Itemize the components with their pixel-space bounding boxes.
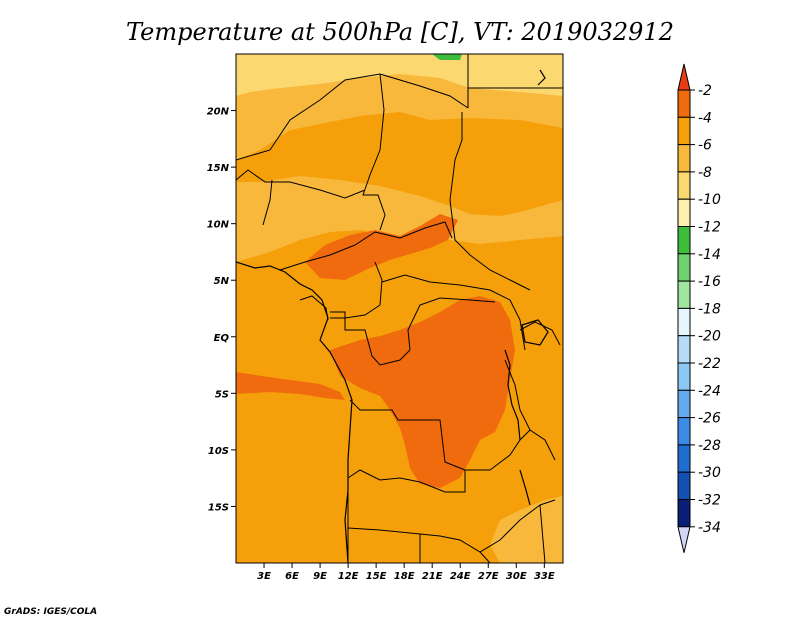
colorbar-box (677, 116, 691, 146)
field-band-pale (236, 54, 563, 96)
map-plot-area (236, 54, 563, 563)
x-tick-label: 9E (313, 571, 327, 582)
country-borders (236, 54, 563, 563)
y-tick-label: 5S (215, 389, 229, 400)
coastlines-lakes (236, 69, 549, 563)
border-line (236, 73, 469, 161)
colorbar-label: -26 (698, 411, 721, 427)
colorbar-box (677, 89, 691, 118)
colorbar-box (677, 280, 691, 309)
colorbar-label: -8 (698, 165, 712, 181)
x-tick-label: 3E (257, 571, 271, 582)
colorbar-box (677, 198, 691, 227)
x-tick-label: 18E (394, 571, 415, 582)
colorbar-label: -20 (698, 329, 721, 345)
x-tick-label: 6E (285, 571, 299, 582)
colorbar-label: -16 (698, 274, 721, 290)
colorbar-label: -30 (698, 465, 721, 481)
lake-outline (504, 349, 521, 441)
x-tick-label: 21E (422, 571, 443, 582)
border-line (504, 359, 556, 461)
x-tick-label: 12E (338, 571, 359, 582)
x-tick-label: 24E (450, 571, 471, 582)
field-band-light-southeast (490, 496, 563, 563)
x-tick-label: 27E (478, 571, 499, 582)
colorbar-label: -12 (698, 220, 721, 236)
border-line (407, 297, 496, 351)
x-axis: 3E 6E 9E 12E 15E 18E 21E 24E 27E 30E 33E (257, 563, 555, 582)
lake-outline (537, 69, 546, 86)
colorbar-box (677, 389, 691, 419)
y-tick-label: 15S (208, 502, 229, 513)
border-line (362, 73, 386, 231)
colorbar-max-triangle (677, 63, 691, 91)
y-axis: 20N 15N 10N 5N EQ 5S 10S 15S (207, 107, 236, 513)
colorbar-label: -18 (698, 301, 721, 317)
border-line (262, 179, 273, 226)
y-tick-label: 5N (214, 276, 230, 287)
y-tick-label: 10S (208, 446, 229, 457)
colorbar-box (677, 253, 691, 282)
colorbar-label: -22 (698, 356, 721, 372)
y-tick-label: 20N (207, 107, 230, 118)
border-line (236, 169, 366, 199)
border-line (347, 399, 466, 528)
field-band-green-spot (432, 54, 462, 60)
colorbar-box (677, 307, 691, 337)
colorbar-label: -10 (698, 192, 721, 208)
map-frame (235, 53, 564, 564)
y-tick-label: EQ (214, 333, 230, 344)
colorbar-box (677, 444, 691, 473)
border-line (539, 504, 546, 563)
border-line (479, 551, 491, 563)
credit-label: GrADS: IGES/COLA (4, 607, 97, 617)
colorbar-label: -34 (698, 520, 721, 536)
x-tick-label: 30E (506, 571, 527, 582)
field-band-dark-central (330, 296, 515, 488)
colorbar-label: -14 (698, 247, 721, 263)
border-line (465, 429, 531, 471)
field-band-mid (236, 176, 563, 262)
colorbar-min-triangle (677, 526, 691, 553)
border-line (330, 311, 411, 366)
colorbar-box (677, 417, 691, 446)
colorbar-box (677, 226, 691, 255)
colorbar-box (677, 171, 691, 200)
y-tick-label: 10N (207, 220, 230, 231)
chart-title: Temperature at 500hPa [C], VT: 201903291… (126, 18, 674, 46)
lake-outline (519, 469, 531, 506)
coast-line (236, 261, 353, 563)
colorbar-box (677, 144, 691, 173)
border-line (449, 112, 531, 291)
colorbar-box (677, 362, 691, 391)
colorbar-box (677, 471, 691, 501)
colorbar-label: -4 (698, 110, 712, 126)
border-line (347, 499, 556, 553)
colorbar-label: -28 (698, 438, 721, 454)
colorbar-label: -2 (698, 83, 712, 99)
border-line (381, 274, 526, 351)
lake-outline (521, 319, 549, 346)
colorbar: -2 -4 -6 -8 -10 -12 -14 -16 -18 -20 -22 -24 -26 -28 -3… (677, 63, 721, 553)
x-tick-label: 15E (366, 571, 387, 582)
field-band-dark-west (236, 372, 345, 400)
colorbar-label: -6 (698, 138, 712, 154)
colorbar-box (677, 499, 691, 528)
border-line (279, 221, 453, 271)
colorbar-box (677, 335, 691, 364)
x-tick-label: 33E (534, 571, 555, 582)
y-tick-label: 15N (207, 163, 230, 174)
colorbar-label: -24 (698, 383, 721, 399)
border-line (330, 261, 383, 319)
colorbar-label: -32 (698, 493, 721, 509)
